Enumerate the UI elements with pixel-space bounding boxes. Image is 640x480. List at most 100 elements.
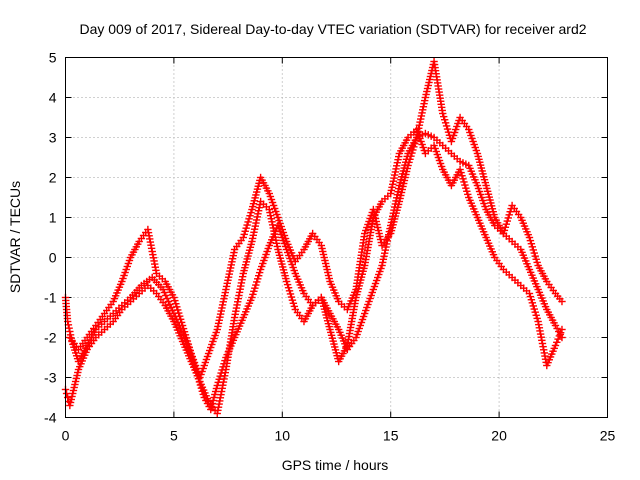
trace-marker: [163, 294, 171, 303]
trace-marker: [296, 281, 304, 289]
trace-marker: [464, 190, 472, 199]
trace-marker: [323, 265, 331, 274]
trace-marker: [522, 225, 530, 233]
data-point: [343, 305, 352, 314]
trace-marker: [486, 196, 494, 204]
trace-marker: [281, 271, 289, 280]
trace-marker: [531, 280, 540, 288]
data-point: [395, 197, 404, 206]
trace-marker: [263, 247, 271, 256]
data-point: [248, 205, 256, 214]
trace-marker: [81, 351, 89, 359]
x-tick-label: 15: [383, 428, 399, 444]
data-point: [525, 265, 534, 274]
trace-marker: [202, 355, 211, 364]
trace-marker: [79, 354, 88, 362]
trace-marker: [244, 302, 252, 310]
trace-marker: [277, 257, 285, 265]
trace-marker: [389, 221, 397, 229]
trace-marker: [472, 210, 480, 219]
trace-marker: [468, 170, 477, 178]
trace-marker: [245, 249, 253, 257]
trace-marker: [354, 327, 362, 336]
trace-marker: [166, 300, 174, 309]
x-tick-label: 10: [275, 428, 291, 444]
trace-marker: [401, 173, 409, 182]
trace-marker: [247, 208, 255, 217]
trace-marker: [452, 125, 460, 134]
y-tick-label: 5: [49, 50, 57, 66]
trace-marker: [278, 260, 286, 268]
data-point: [369, 285, 378, 294]
trace-marker: [251, 194, 259, 202]
trace-marker: [400, 179, 408, 188]
trace-marker: [402, 170, 410, 179]
data-point: [360, 229, 369, 238]
trace-marker: [367, 291, 375, 300]
data-point: [360, 309, 369, 318]
data-point: [534, 285, 542, 294]
trace-marker: [373, 220, 381, 229]
trace-marker: [275, 251, 284, 260]
trace-marker: [518, 248, 526, 257]
trace-marker: [65, 324, 73, 332]
trace-marker: [249, 199, 258, 208]
trace-marker: [241, 227, 249, 235]
trace-marker: [469, 137, 477, 146]
trace-marker: [319, 250, 328, 259]
trace-marker: [262, 250, 270, 259]
trace-marker: [391, 212, 400, 220]
trace-marker: [287, 249, 296, 257]
data-point: [413, 125, 421, 134]
trace-marker: [64, 321, 73, 329]
trace-marker: [363, 223, 371, 232]
trace-marker: [172, 323, 181, 331]
trace-marker: [254, 272, 263, 280]
trace-marker: [364, 220, 372, 229]
trace-marker: [396, 194, 404, 203]
trace-marker: [172, 300, 180, 308]
trace-marker: [319, 299, 327, 308]
trace-marker: [325, 274, 333, 283]
trace-marker: [203, 352, 212, 361]
trace-marker: [280, 269, 288, 277]
trace-marker: [476, 158, 484, 166]
trace-marker: [363, 303, 371, 312]
data-point: [482, 181, 490, 190]
trace-marker: [328, 334, 337, 342]
trace-marker: [533, 258, 541, 267]
trace-marker: [444, 128, 453, 136]
data-point: [439, 109, 447, 118]
trace-marker: [269, 201, 278, 210]
trace-marker: [332, 292, 340, 300]
trace-marker: [362, 226, 370, 235]
trace-marker: [175, 329, 183, 337]
trace-marker: [426, 75, 434, 84]
trace-marker: [415, 131, 423, 140]
trace-marker: [432, 147, 440, 156]
trace-marker: [489, 207, 497, 216]
data-point: [239, 269, 247, 278]
trace-marker: [191, 366, 199, 374]
trace-marker: [325, 322, 333, 331]
trace-marker: [258, 262, 266, 271]
trace-marker: [373, 273, 382, 282]
trace-marker: [232, 330, 240, 339]
trace-marker: [392, 209, 400, 217]
trace-marker: [281, 234, 290, 243]
trace-marker: [250, 197, 259, 205]
trace-marker: [202, 392, 210, 400]
trace-marker: [252, 191, 260, 199]
trace-marker: [171, 296, 179, 305]
trace-marker: [272, 207, 280, 216]
trace-marker: [419, 143, 427, 152]
data-point: [282, 237, 291, 246]
trace-marker: [375, 229, 383, 238]
trace-marker: [237, 319, 245, 327]
trace-marker: [411, 140, 419, 148]
trace-marker: [76, 362, 84, 371]
trace-marker: [331, 346, 340, 354]
trace-marker: [355, 324, 363, 333]
data-point: [404, 161, 412, 170]
trace-marker: [175, 309, 183, 317]
